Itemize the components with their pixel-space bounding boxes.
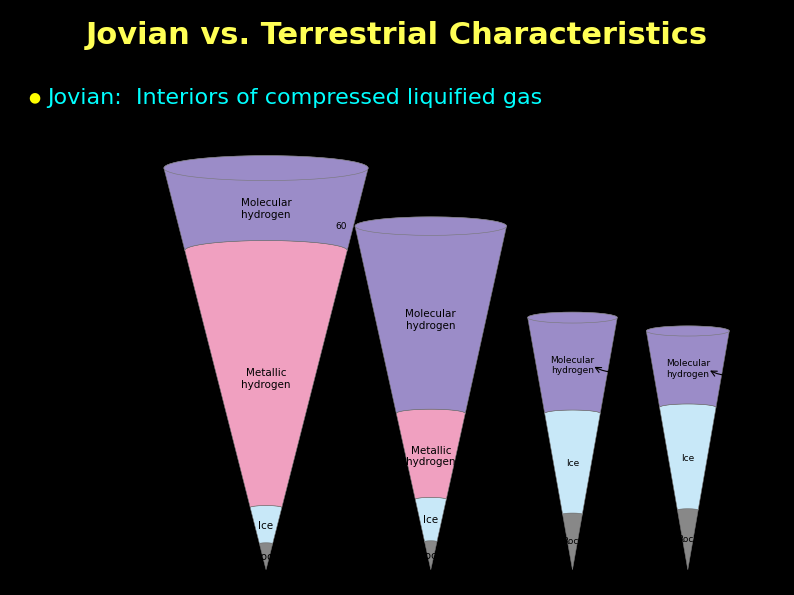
- Text: Ice: Ice: [681, 454, 695, 463]
- Ellipse shape: [528, 312, 617, 323]
- Text: 30: 30: [376, 409, 387, 418]
- Text: Jovian:  Interiors of compressed liquified gas: Jovian: Interiors of compressed liquifie…: [48, 87, 543, 108]
- Polygon shape: [528, 312, 617, 414]
- Text: 25: 25: [626, 327, 638, 336]
- Text: Molecular
hydrogen: Molecular hydrogen: [665, 359, 710, 379]
- Text: ●: ●: [28, 90, 40, 105]
- Text: Saturn: Saturn: [410, 202, 452, 212]
- Text: 14: 14: [230, 503, 241, 512]
- Text: Jupiter: Jupiter: [245, 141, 287, 151]
- Polygon shape: [185, 240, 347, 508]
- Text: Metallic
hydrogen: Metallic hydrogen: [406, 446, 456, 467]
- Polygon shape: [250, 506, 282, 544]
- Text: 7: 7: [245, 539, 251, 548]
- Text: Uranus: Uranus: [550, 298, 595, 308]
- Text: 60: 60: [335, 221, 346, 231]
- Text: Rock: Rock: [561, 537, 584, 546]
- Polygon shape: [164, 156, 368, 250]
- Polygon shape: [677, 509, 698, 570]
- Text: Rock: Rock: [418, 550, 443, 560]
- Text: Molecular
hydrogen: Molecular hydrogen: [406, 309, 457, 331]
- Polygon shape: [355, 217, 507, 414]
- Polygon shape: [563, 513, 582, 570]
- Polygon shape: [396, 409, 465, 499]
- Ellipse shape: [164, 156, 368, 180]
- Text: Metallic
hydrogen: Metallic hydrogen: [241, 368, 291, 390]
- Text: Ice: Ice: [259, 521, 274, 531]
- Polygon shape: [425, 541, 437, 570]
- Polygon shape: [646, 326, 730, 408]
- Text: Rock: Rock: [253, 552, 279, 562]
- Polygon shape: [260, 543, 272, 570]
- Text: 8: 8: [549, 510, 554, 519]
- Text: Ice: Ice: [566, 459, 579, 468]
- Text: 26: 26: [507, 313, 519, 322]
- Ellipse shape: [646, 326, 730, 336]
- Text: Neptune: Neptune: [661, 311, 715, 321]
- Text: Ice: Ice: [423, 515, 438, 525]
- Text: 71: 71: [144, 164, 156, 173]
- Text: 8: 8: [410, 537, 416, 546]
- Text: 59: 59: [164, 246, 176, 255]
- Text: Molecular
hydrogen: Molecular hydrogen: [550, 356, 595, 375]
- Text: Rock: Rock: [677, 536, 699, 544]
- Text: Jovian vs. Terrestrial Characteristics: Jovian vs. Terrestrial Characteristics: [86, 21, 708, 50]
- Text: Molecular
hydrogen: Molecular hydrogen: [241, 199, 291, 220]
- Text: 18: 18: [525, 409, 536, 418]
- Polygon shape: [545, 410, 600, 514]
- Text: 10: 10: [657, 506, 669, 515]
- Polygon shape: [660, 404, 716, 510]
- Ellipse shape: [355, 217, 507, 236]
- Polygon shape: [415, 497, 446, 541]
- Text: 16: 16: [395, 495, 407, 504]
- Text: 20: 20: [640, 403, 651, 412]
